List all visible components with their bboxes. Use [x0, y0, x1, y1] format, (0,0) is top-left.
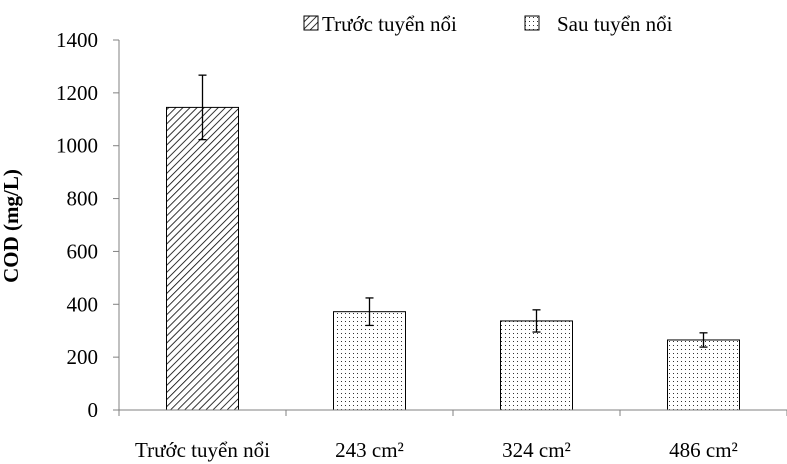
error-bars	[198, 74, 708, 348]
bar-before-0	[166, 106, 239, 411]
y-tick-label: 1400	[56, 28, 98, 52]
legend-label-before: Trước tuyển nổi	[322, 12, 457, 36]
legend: Trước tuyển nổi Sau tuyển nổi	[303, 12, 673, 36]
x-tick-label-2: 324 cm²	[502, 438, 571, 462]
legend-swatch-after	[524, 15, 540, 31]
y-tick-label: 200	[67, 345, 99, 369]
y-tick-label: 0	[88, 398, 99, 422]
legend-swatch-before	[303, 15, 319, 31]
y-tick-label: 800	[67, 187, 99, 211]
y-tick-label: 1200	[56, 81, 98, 105]
y-tick-label: 600	[67, 239, 99, 263]
x-tick-label-0: Trước tuyển nổi	[135, 438, 270, 462]
x-tick-label-3: 486 cm²	[669, 438, 738, 462]
bar-after-3	[667, 339, 740, 411]
y-axis-ticks: 0 200 400 600 800 1000 1200 1400	[56, 28, 119, 422]
legend-label-after: Sau tuyển nổi	[557, 12, 673, 36]
y-tick-label: 400	[67, 292, 99, 316]
x-tick-label-1: 243 cm²	[335, 438, 404, 462]
bar-after-1	[333, 311, 406, 411]
y-tick-label: 1000	[56, 134, 98, 158]
x-axis-labels: Trước tuyển nổi 243 cm² 324 cm² 486 cm²	[135, 438, 738, 462]
bar-after-2	[500, 320, 573, 411]
bars	[118, 106, 787, 416]
y-axis-title: COD (mg/L)	[0, 169, 23, 283]
